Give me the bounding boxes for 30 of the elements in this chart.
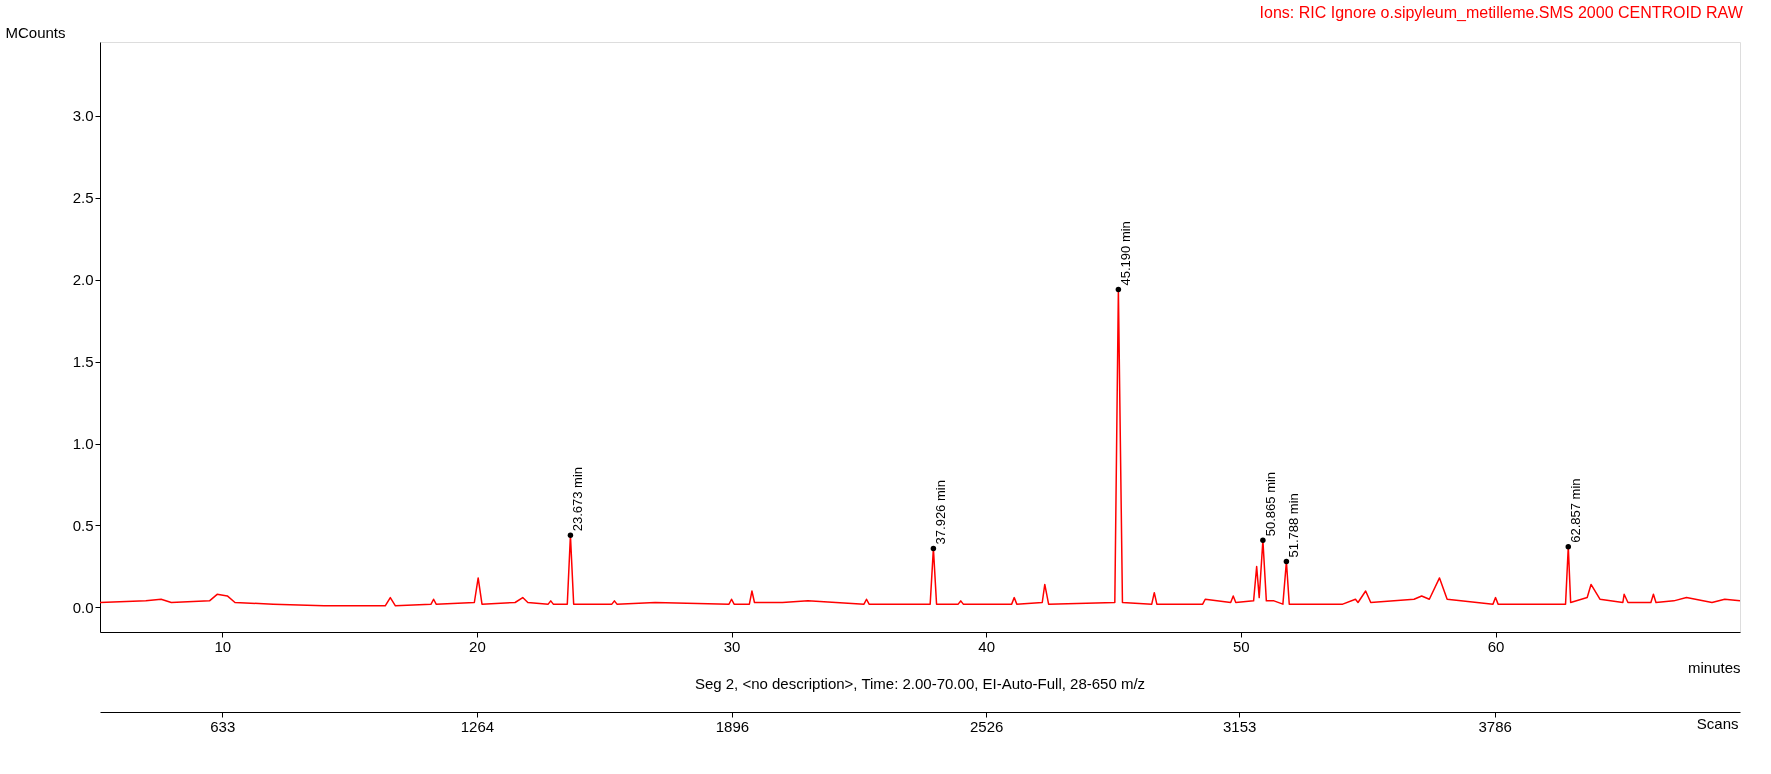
annotation: 62.857 min xyxy=(1568,478,1584,543)
x2-tick-label: 1264 xyxy=(460,717,495,735)
x-tick-label: 40 xyxy=(978,637,996,655)
chart-title: Ions: RIC Ignore o.sipyleum_metilleme.SMS 2000 CENTROID RAW xyxy=(1259,4,1744,22)
x2-axis-title: Scans xyxy=(1696,714,1739,732)
annotation: 45.190 min xyxy=(1118,221,1134,286)
x-tick-label: 10 xyxy=(214,637,232,655)
text: Seg 2, <no description>, Time: 2.00-70.00, EI-Auto-Full, 28-650 m/z xyxy=(694,675,1146,692)
y-tick-label: 0.5 xyxy=(72,516,94,534)
y-tick-label: 1.0 xyxy=(72,435,94,453)
x2-tick-label: 3153 xyxy=(1223,717,1257,735)
y-axis-title: MCounts xyxy=(5,23,66,41)
x-tick-label: 30 xyxy=(723,637,741,655)
y-tick-label: 3.0 xyxy=(72,107,94,125)
x2-tick-label: 633 xyxy=(210,717,236,735)
x-tick-label: 50 xyxy=(1233,637,1250,655)
annotation: 50.865 min xyxy=(1262,471,1278,537)
x2-tick-label: 2526 xyxy=(969,717,1004,735)
y-tick-label: 2.5 xyxy=(72,189,94,207)
x-tick-label: 60 xyxy=(1487,637,1505,655)
x-tick-label: 20 xyxy=(469,637,486,655)
x2-tick-label: 1896 xyxy=(715,717,750,735)
x-axis-title: minutes xyxy=(1687,658,1741,676)
annotation: 51.788 min xyxy=(1286,493,1302,558)
y-tick-label: 0.0 xyxy=(72,598,94,616)
x2-tick-label: 3786 xyxy=(1478,717,1512,735)
y-tick-label: 2.0 xyxy=(72,271,94,289)
y-tick-label: 1.5 xyxy=(72,353,94,371)
annotation: 37.926 min xyxy=(933,480,949,545)
annotation: 23.673 min xyxy=(570,466,586,532)
